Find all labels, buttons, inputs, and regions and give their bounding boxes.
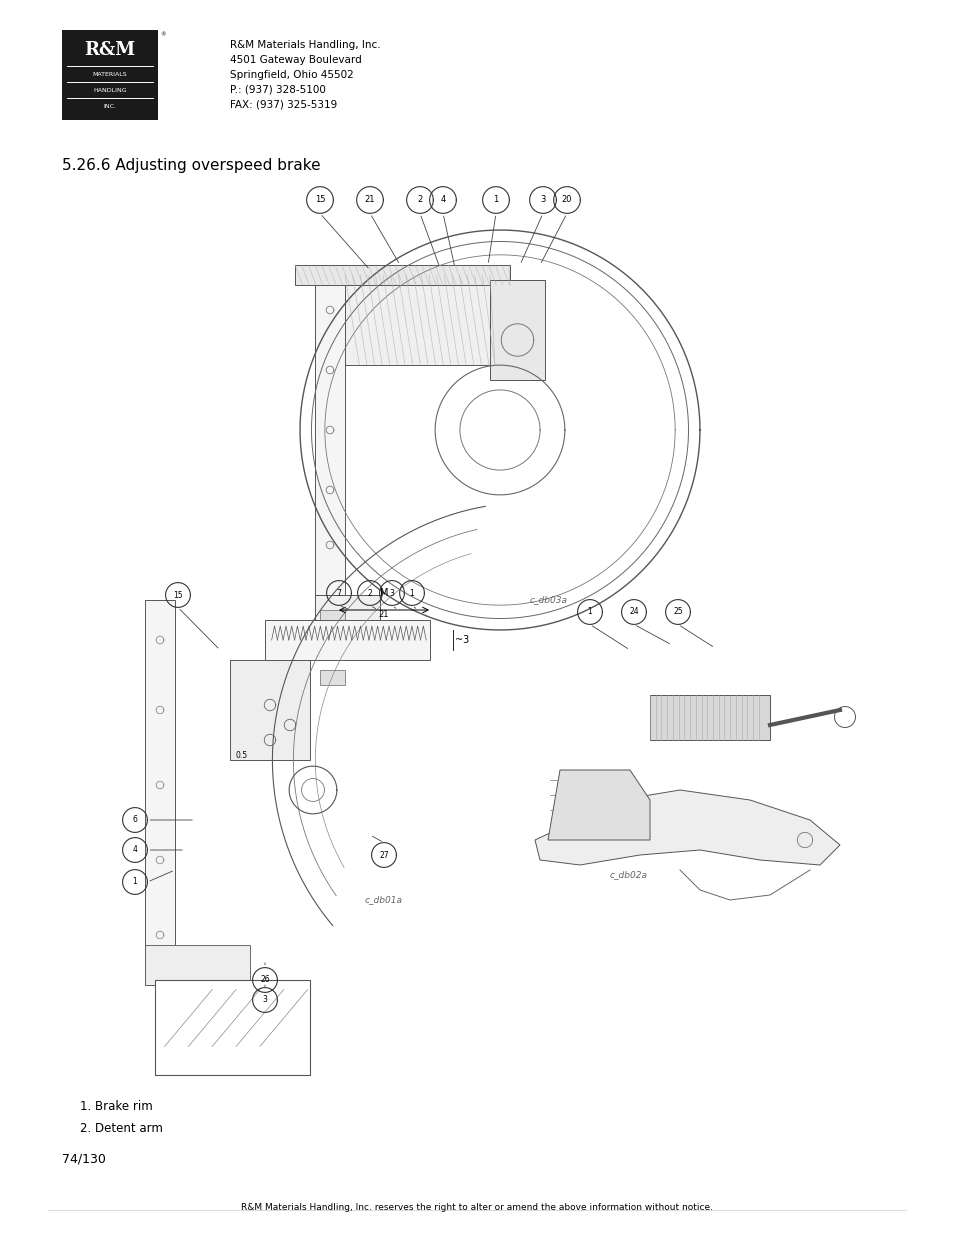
Bar xyxy=(145,600,174,986)
Text: 1: 1 xyxy=(409,589,414,598)
Polygon shape xyxy=(535,790,840,864)
Text: 7: 7 xyxy=(336,589,341,598)
Text: 21: 21 xyxy=(364,195,375,205)
Bar xyxy=(314,595,379,620)
Text: c_db02a: c_db02a xyxy=(609,869,647,879)
Text: c_db01a: c_db01a xyxy=(365,895,402,904)
Bar xyxy=(319,671,345,685)
Text: 1: 1 xyxy=(132,878,137,887)
Bar xyxy=(490,280,544,380)
Bar xyxy=(319,640,345,655)
Text: R&M: R&M xyxy=(84,41,135,59)
Text: HANDLING: HANDLING xyxy=(93,88,127,93)
Text: FAX: (937) 325-5319: FAX: (937) 325-5319 xyxy=(230,99,337,109)
Text: 3: 3 xyxy=(389,589,394,598)
Text: 1: 1 xyxy=(587,608,592,616)
Text: ~3: ~3 xyxy=(455,635,469,645)
Text: 21: 21 xyxy=(378,610,389,619)
Text: Springfield, Ohio 45502: Springfield, Ohio 45502 xyxy=(230,69,354,79)
Text: ®: ® xyxy=(160,32,165,37)
Text: 3: 3 xyxy=(262,995,267,1004)
Text: 2: 2 xyxy=(416,195,422,205)
Text: 24: 24 xyxy=(629,608,639,616)
Text: 20: 20 xyxy=(561,195,572,205)
Text: 2: 2 xyxy=(367,589,372,598)
Text: 4: 4 xyxy=(440,195,445,205)
Bar xyxy=(154,981,310,1074)
Text: MATERIALS: MATERIALS xyxy=(92,72,127,77)
Text: 4501 Gateway Boulevard: 4501 Gateway Boulevard xyxy=(230,54,361,64)
Text: 6: 6 xyxy=(132,815,137,825)
Bar xyxy=(62,30,158,120)
Text: 0.5: 0.5 xyxy=(235,751,248,760)
Text: 25: 25 xyxy=(673,608,682,616)
Text: 5.26.6 Adjusting overspeed brake: 5.26.6 Adjusting overspeed brake xyxy=(62,158,320,173)
Bar xyxy=(314,266,345,595)
Text: 4: 4 xyxy=(132,846,137,855)
Text: P.: (937) 328-5100: P.: (937) 328-5100 xyxy=(230,84,326,94)
Text: 1: 1 xyxy=(493,195,498,205)
Text: 2. Detent arm: 2. Detent arm xyxy=(80,1123,163,1135)
Bar xyxy=(230,659,310,760)
Bar xyxy=(345,275,495,366)
Polygon shape xyxy=(547,769,649,840)
Text: 3: 3 xyxy=(539,195,545,205)
Text: 1. Brake rim: 1. Brake rim xyxy=(80,1100,152,1113)
Text: 74/130: 74/130 xyxy=(62,1153,106,1166)
Bar xyxy=(294,266,510,285)
Text: R&M Materials Handling, Inc.: R&M Materials Handling, Inc. xyxy=(230,40,380,49)
Bar xyxy=(319,610,345,625)
Text: 26: 26 xyxy=(260,976,270,984)
Text: INC.: INC. xyxy=(103,104,116,109)
Text: c_db03a: c_db03a xyxy=(530,595,567,604)
Text: M: M xyxy=(379,588,388,598)
Bar xyxy=(145,945,250,986)
Text: 15: 15 xyxy=(173,590,183,599)
Text: 27: 27 xyxy=(378,851,389,860)
Bar xyxy=(265,620,430,659)
Text: 15: 15 xyxy=(314,195,325,205)
Text: R&M Materials Handling, Inc. reserves the right to alter or amend the above info: R&M Materials Handling, Inc. reserves th… xyxy=(241,1203,712,1212)
Bar xyxy=(649,695,769,740)
